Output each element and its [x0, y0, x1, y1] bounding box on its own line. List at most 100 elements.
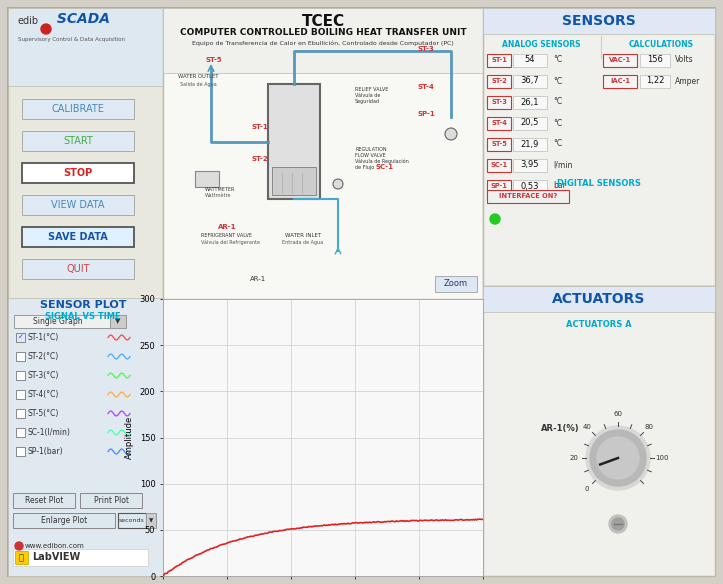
Bar [13, 513, 115, 528]
Bar [603, 75, 637, 88]
Circle shape [445, 128, 457, 140]
Text: Supervisory Control & Data Acquisition: Supervisory Control & Data Acquisition [18, 37, 125, 42]
Text: ST-5: ST-5 [205, 57, 222, 63]
Text: ST-4(°C): ST-4(°C) [28, 390, 59, 399]
Text: ST-1: ST-1 [251, 124, 268, 130]
Text: bar: bar [553, 182, 566, 190]
Text: TCEC: TCEC [301, 14, 345, 29]
Text: 60: 60 [614, 411, 623, 417]
Text: IAC-1: IAC-1 [610, 78, 630, 84]
Text: ACTUATORS A: ACTUATORS A [566, 320, 632, 329]
Text: Seguridad: Seguridad [355, 99, 380, 104]
Text: START: START [63, 136, 93, 146]
Bar [487, 159, 511, 172]
Text: Amper: Amper [675, 77, 701, 85]
Text: DIGITAL SENSORS: DIGITAL SENSORS [557, 179, 641, 188]
Text: ST-4: ST-4 [418, 84, 435, 90]
Bar [146, 513, 156, 528]
Text: AR-1: AR-1 [218, 224, 236, 230]
Bar [16, 352, 25, 361]
Bar [483, 286, 715, 576]
Text: ST-3: ST-3 [491, 99, 507, 105]
Text: ST-2: ST-2 [251, 156, 268, 162]
Text: SP-1: SP-1 [418, 111, 436, 117]
Circle shape [333, 179, 343, 189]
Text: Enlarge Plot: Enlarge Plot [41, 516, 87, 525]
Bar [640, 75, 670, 88]
Bar [22, 259, 134, 279]
Text: 20: 20 [570, 455, 578, 461]
Bar [16, 333, 25, 342]
Text: SP-1: SP-1 [491, 183, 508, 189]
Text: ST-1: ST-1 [491, 57, 507, 63]
Text: 21,9: 21,9 [521, 140, 539, 148]
Text: 0: 0 [585, 486, 589, 492]
Text: ST-5(°C): ST-5(°C) [28, 409, 59, 418]
Bar [513, 180, 547, 193]
Bar [487, 138, 511, 151]
Bar [13, 549, 148, 566]
Circle shape [490, 214, 500, 224]
Bar [8, 8, 163, 86]
Bar [16, 428, 25, 437]
Bar [268, 84, 320, 199]
Text: Volts: Volts [675, 55, 693, 64]
Bar [487, 54, 511, 67]
Text: de Flujo: de Flujo [355, 165, 375, 170]
Bar [13, 493, 75, 508]
Text: ACTUATORS: ACTUATORS [552, 292, 646, 306]
Bar [640, 54, 670, 67]
Text: AR-1(%): AR-1(%) [541, 423, 580, 433]
Text: LabVIEW: LabVIEW [32, 552, 80, 562]
Bar [513, 117, 547, 130]
Bar [110, 315, 126, 328]
Text: 100: 100 [655, 455, 669, 461]
Text: COMPUTER CONTROLLED BOILING HEAT TRANSFER UNIT: COMPUTER CONTROLLED BOILING HEAT TRANSFE… [180, 28, 466, 37]
Text: °C: °C [553, 77, 562, 85]
Text: SIGNAL VS SIGNAL: SIGNAL VS SIGNAL [275, 307, 370, 316]
Bar [16, 390, 25, 399]
Text: ST-3: ST-3 [418, 46, 435, 52]
Text: CALCULATIONS: CALCULATIONS [628, 40, 693, 49]
Text: WATER INLET: WATER INLET [285, 233, 321, 238]
Text: 80: 80 [645, 424, 654, 430]
Bar [22, 227, 134, 247]
Bar [513, 159, 547, 172]
Text: WATER OUTLET: WATER OUTLET [178, 74, 218, 79]
Text: QUIT: QUIT [67, 264, 90, 274]
Text: Equipo de Transferencia de Calor en Ebullición, Controlado desde Computador (PC): Equipo de Transferencia de Calor en Ebul… [192, 40, 454, 46]
Text: ST-4: ST-4 [491, 120, 507, 126]
Text: VAC-1: VAC-1 [609, 57, 631, 63]
Text: 0,53: 0,53 [521, 182, 539, 190]
Text: Entrada de Agua: Entrada de Agua [283, 240, 324, 245]
Bar [272, 167, 316, 195]
Text: °C: °C [553, 55, 562, 64]
Text: 3,95: 3,95 [521, 161, 539, 169]
Bar [16, 371, 25, 380]
Text: WATTMETER: WATTMETER [205, 187, 236, 192]
Bar [163, 8, 483, 299]
Text: ST-1(°C): ST-1(°C) [28, 333, 59, 342]
Bar [22, 163, 134, 183]
Text: SC-1: SC-1 [490, 162, 508, 168]
Text: ST-2: ST-2 [491, 78, 507, 84]
Text: l/min: l/min [553, 161, 573, 169]
Text: REFRIGERANT VALVE: REFRIGERANT VALVE [201, 233, 252, 238]
Text: SC-1(l/min): SC-1(l/min) [28, 428, 71, 437]
Text: SC-1: SC-1 [375, 164, 393, 170]
Text: STOP: STOP [64, 168, 93, 178]
Bar [487, 180, 511, 193]
Text: ✓: ✓ [17, 335, 23, 340]
Text: 54: 54 [525, 55, 535, 64]
Text: www.edibon.com: www.edibon.com [25, 543, 85, 549]
Text: ST-2(°C): ST-2(°C) [28, 352, 59, 361]
Bar [80, 493, 142, 508]
Text: SIGNAL VS TIME: SIGNAL VS TIME [45, 312, 121, 321]
Text: 20,5: 20,5 [521, 119, 539, 127]
Text: °C: °C [553, 98, 562, 106]
Text: Zoom: Zoom [444, 280, 468, 288]
Text: VIEW DATA: VIEW DATA [51, 200, 105, 210]
Text: ANALOG SENSORS: ANALOG SENSORS [502, 40, 581, 49]
Text: Válvula de Regulación: Válvula de Regulación [355, 158, 408, 164]
Text: SENSORS: SENSORS [562, 14, 636, 28]
